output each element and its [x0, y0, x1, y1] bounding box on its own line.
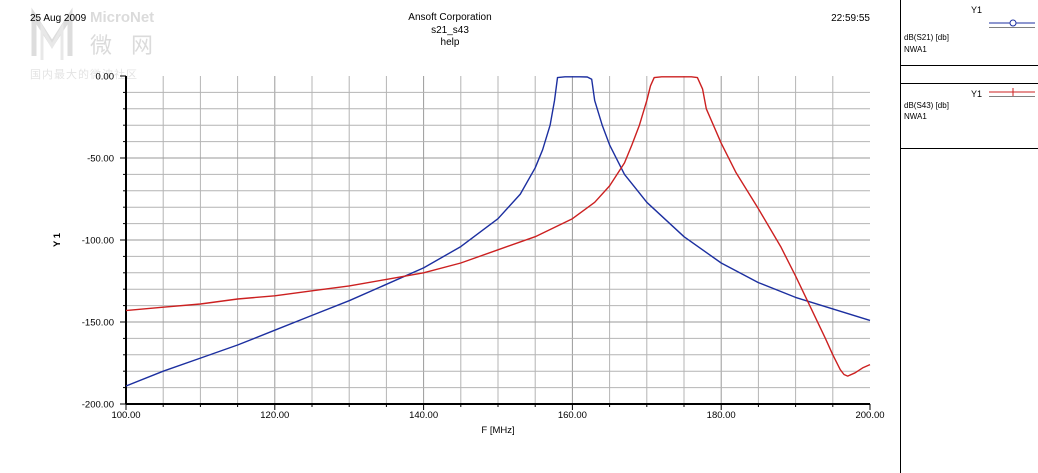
x-tick-label: 120.00: [260, 410, 289, 421]
legend-panel: Y1 dB(S21) [db] NWA1 Y1 dB(S43) [db] NWA…: [900, 0, 1038, 473]
legend-item-s43[interactable]: Y1 dB(S43) [db] NWA1: [901, 83, 1038, 149]
plot-subtitle: help: [440, 37, 460, 48]
x-tick-label: 180.00: [707, 410, 736, 421]
plot-title: s21_s43: [431, 24, 469, 36]
x-tick-label: 200.00: [855, 410, 884, 421]
x-axis-label: F [MHz]: [481, 425, 514, 436]
y-tick-label: -150.00: [82, 318, 114, 329]
company-name: Ansoft Corporation: [408, 12, 492, 23]
plot-time: 22:59:55: [831, 13, 870, 24]
legend-series-source: NWA1: [904, 45, 927, 54]
y-tick-label: 0.00: [96, 72, 115, 83]
y-axis-label: Y 1: [52, 232, 63, 247]
x-tick-label: 160.00: [558, 410, 587, 421]
x-tick-label: 100.00: [111, 410, 140, 421]
micronet-logo-icon: [31, 7, 73, 60]
legend-axis-label: Y1: [971, 5, 983, 15]
legend-series-name: dB(S43) [db]: [904, 101, 949, 110]
legend-series-name: dB(S21) [db]: [904, 33, 949, 42]
plot-header: Ansoft Corporation s21_s43 help: [350, 12, 550, 50]
plot-date: 25 Aug 2009: [30, 13, 87, 24]
y-tick-label: -200.00: [82, 400, 114, 411]
circle-marker-icon: [1009, 19, 1017, 27]
series-line-s21: [125, 76, 871, 387]
y-tick-label: -50.00: [87, 154, 114, 165]
legend-swatch-s21: [989, 19, 1035, 28]
watermark-brand: MicroNet: [90, 9, 155, 26]
legend-axis-label: Y1: [971, 89, 983, 99]
micronet-watermark: MicroNet 微 网 国内最大的微波社区: [28, 6, 188, 84]
legend-swatch-s43: [989, 88, 1035, 97]
legend-series-source: NWA1: [904, 112, 927, 121]
legend-item-s21[interactable]: Y1 dB(S21) [db] NWA1: [901, 0, 1038, 66]
series-line-s43: [125, 76, 871, 377]
watermark-brand-cn: 微 网: [90, 34, 159, 59]
watermark-slogan: 国内最大的微波社区: [30, 68, 138, 81]
x-tick-label: 140.00: [409, 410, 438, 421]
y-tick-label: -100.00: [82, 236, 114, 247]
